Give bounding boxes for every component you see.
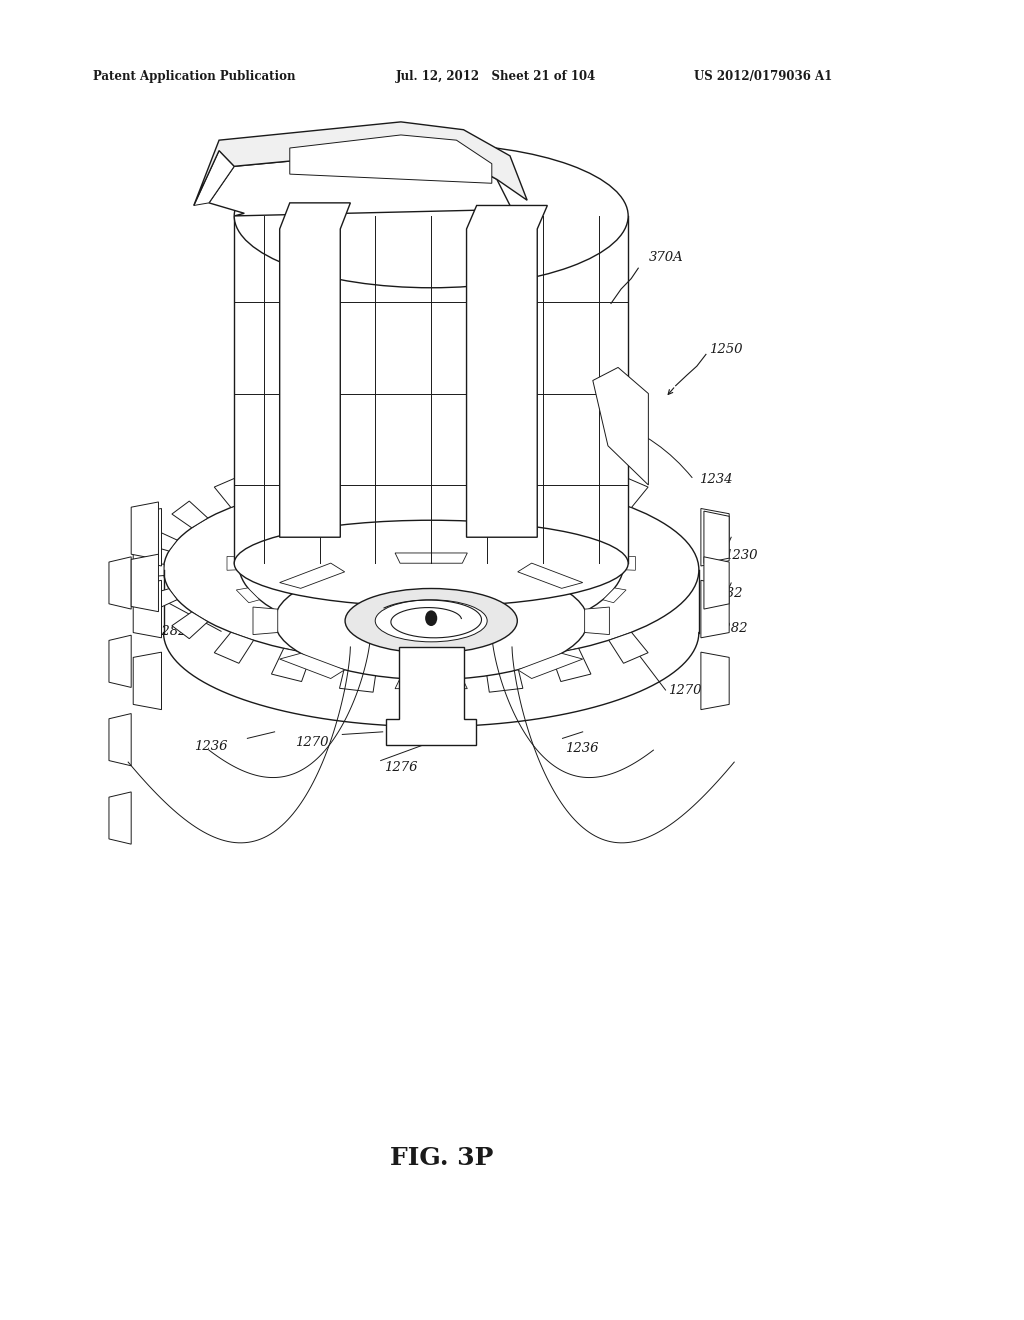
Polygon shape	[194, 121, 527, 206]
Text: 1282: 1282	[714, 622, 748, 635]
Polygon shape	[414, 445, 449, 477]
Polygon shape	[275, 498, 306, 512]
Polygon shape	[290, 135, 492, 183]
Polygon shape	[395, 553, 467, 564]
Polygon shape	[624, 557, 635, 570]
Polygon shape	[518, 653, 583, 678]
Polygon shape	[172, 502, 208, 528]
Polygon shape	[395, 678, 467, 689]
Polygon shape	[131, 502, 159, 560]
Polygon shape	[214, 477, 254, 507]
Text: 1236: 1236	[565, 742, 599, 755]
Text: 1234: 1234	[698, 474, 732, 486]
Polygon shape	[340, 447, 378, 480]
Polygon shape	[338, 635, 372, 645]
Polygon shape	[556, 615, 587, 630]
Polygon shape	[280, 653, 345, 678]
Polygon shape	[700, 652, 729, 710]
Polygon shape	[141, 562, 164, 577]
Polygon shape	[609, 477, 648, 507]
Text: 1230: 1230	[724, 549, 758, 562]
Polygon shape	[109, 714, 131, 766]
Text: Jul. 12, 2012   Sheet 21 of 104: Jul. 12, 2012 Sheet 21 of 104	[396, 70, 596, 83]
Polygon shape	[194, 150, 234, 206]
Ellipse shape	[375, 599, 487, 642]
Ellipse shape	[234, 144, 628, 288]
Ellipse shape	[234, 520, 628, 606]
Polygon shape	[227, 557, 239, 570]
Polygon shape	[271, 458, 311, 491]
Polygon shape	[490, 480, 524, 492]
Polygon shape	[414, 664, 449, 694]
Text: 1282: 1282	[154, 624, 187, 638]
Polygon shape	[109, 557, 131, 609]
Polygon shape	[490, 635, 524, 645]
Polygon shape	[253, 607, 278, 635]
Polygon shape	[172, 612, 208, 639]
Polygon shape	[603, 524, 626, 539]
Polygon shape	[133, 508, 162, 566]
Polygon shape	[551, 648, 591, 681]
Polygon shape	[234, 216, 628, 564]
Polygon shape	[280, 564, 345, 589]
Polygon shape	[237, 524, 260, 539]
Polygon shape	[484, 447, 523, 480]
Text: FIG. 3P: FIG. 3P	[389, 1146, 493, 1170]
Ellipse shape	[274, 562, 588, 680]
Polygon shape	[484, 659, 523, 692]
Polygon shape	[467, 206, 548, 537]
Polygon shape	[271, 648, 311, 681]
Polygon shape	[133, 652, 162, 710]
Polygon shape	[415, 477, 447, 483]
Text: US 2012/0179036 A1: US 2012/0179036 A1	[694, 70, 833, 83]
Polygon shape	[209, 150, 512, 216]
Ellipse shape	[239, 483, 624, 643]
Polygon shape	[700, 581, 729, 638]
Circle shape	[425, 610, 437, 626]
Ellipse shape	[164, 475, 698, 664]
Polygon shape	[109, 792, 131, 845]
Polygon shape	[109, 635, 131, 688]
Polygon shape	[700, 508, 729, 566]
Ellipse shape	[345, 589, 517, 653]
Polygon shape	[551, 458, 591, 491]
Polygon shape	[131, 554, 159, 611]
Polygon shape	[556, 498, 587, 512]
Text: 1236: 1236	[194, 739, 227, 752]
Text: 1232: 1232	[709, 587, 742, 599]
Polygon shape	[703, 557, 729, 609]
Text: 370A: 370A	[648, 251, 683, 264]
Polygon shape	[237, 587, 260, 603]
Polygon shape	[518, 564, 583, 589]
Polygon shape	[280, 203, 350, 537]
Text: 1270: 1270	[295, 735, 329, 748]
Polygon shape	[340, 659, 378, 692]
Polygon shape	[147, 531, 177, 550]
Polygon shape	[703, 511, 729, 564]
Text: Patent Application Publication: Patent Application Publication	[93, 70, 295, 83]
Polygon shape	[133, 581, 162, 638]
Polygon shape	[593, 367, 648, 484]
Polygon shape	[585, 607, 609, 635]
Polygon shape	[386, 647, 476, 744]
Polygon shape	[603, 587, 626, 603]
Polygon shape	[275, 615, 306, 630]
Text: 1276: 1276	[384, 760, 417, 774]
Text: 1270: 1270	[669, 684, 702, 697]
Polygon shape	[147, 589, 177, 610]
Polygon shape	[609, 632, 648, 663]
Text: 1250: 1250	[709, 343, 742, 355]
Polygon shape	[415, 643, 447, 649]
Polygon shape	[214, 632, 254, 663]
Polygon shape	[338, 480, 372, 492]
